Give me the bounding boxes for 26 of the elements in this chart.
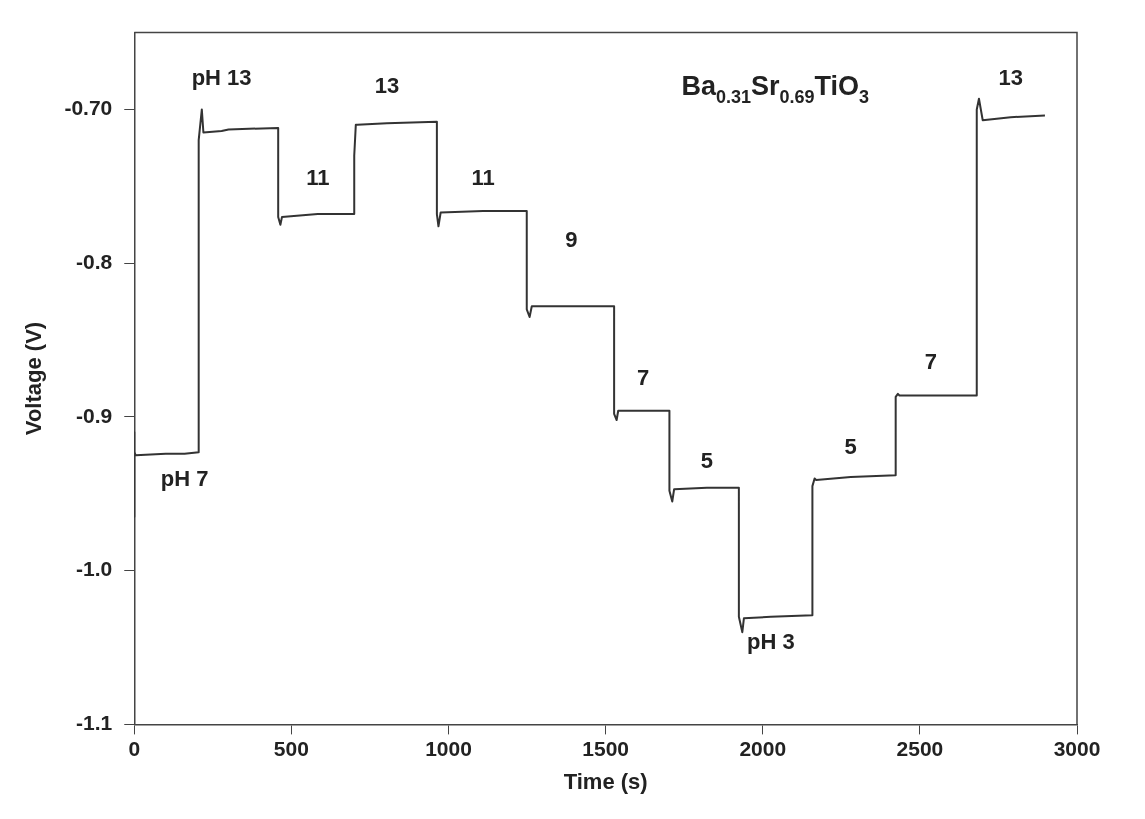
annotation: 7	[636, 364, 650, 390]
annotation: 9	[565, 227, 578, 253]
annotation: 11	[471, 164, 495, 190]
annotation: pH 3	[747, 628, 795, 654]
y-tick-label: -1.0	[76, 557, 113, 581]
y-tick-label: -0.8	[76, 250, 113, 273]
y-tick-label: -0.70	[64, 96, 113, 120]
x-tick-label: 2000	[739, 736, 787, 760]
y-tick-label: -0.9	[76, 403, 113, 427]
annotation: pH 7	[160, 465, 209, 491]
x-tick-label: 3000	[1053, 736, 1101, 760]
y-axis-title: Voltage (V)	[21, 321, 47, 436]
annotation: pH 13	[191, 65, 252, 91]
x-tick-label: 1500	[582, 736, 629, 760]
x-tick-label: 1000	[425, 736, 472, 760]
x-axis-title: Time (s)	[563, 768, 648, 794]
x-tick-label: 2500	[896, 736, 944, 760]
y-tick-label: -1.1	[76, 711, 113, 735]
annotation: 13	[374, 73, 400, 99]
x-tick-label: 0	[128, 736, 141, 760]
annotation: 5	[844, 433, 857, 459]
annotation: 13	[998, 65, 1023, 91]
annotation: 7	[924, 349, 937, 375]
annotation: 5	[700, 447, 713, 473]
x-tick-label: 500	[273, 736, 309, 760]
annotation: 11	[306, 165, 330, 191]
